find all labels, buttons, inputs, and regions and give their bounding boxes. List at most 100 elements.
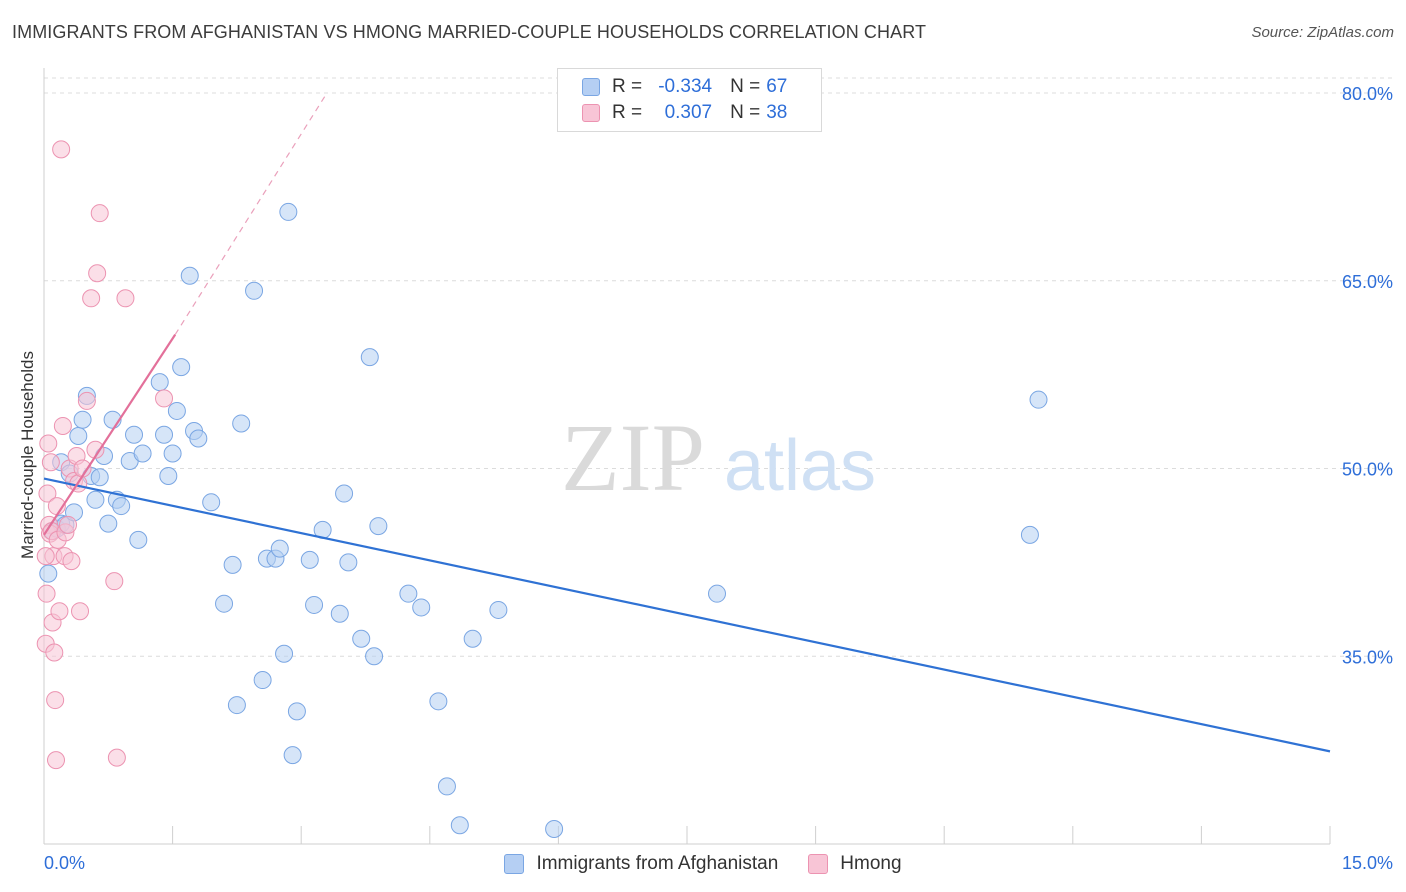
point-hmong	[155, 389, 174, 408]
point-hmong	[116, 289, 135, 308]
point-afghanistan	[352, 629, 371, 648]
r-value-hmong: 0.307	[664, 102, 713, 123]
point-afghanistan	[155, 425, 174, 444]
point-afghanistan	[279, 202, 298, 221]
legend-label-afghanistan: Immigrants from Afghanistan	[536, 853, 779, 874]
point-hmong	[46, 691, 65, 710]
point-hmong	[37, 584, 56, 603]
point-afghanistan	[463, 629, 482, 648]
n-label: N =	[730, 102, 761, 123]
trendline-hmong	[43, 333, 177, 536]
legend-item-afghanistan[interactable]: Immigrants from Afghanistan	[504, 853, 778, 875]
n-value-afghanistan: 67	[766, 76, 788, 97]
point-afghanistan	[283, 746, 302, 765]
point-hmong	[62, 552, 81, 571]
y-tick-label: 80.0%	[1342, 84, 1393, 104]
point-afghanistan	[360, 348, 379, 367]
point-afghanistan	[129, 530, 148, 549]
legend-label-hmong: Hmong	[840, 853, 902, 874]
point-hmong	[45, 643, 64, 662]
point-afghanistan	[112, 497, 131, 516]
point-afghanistan	[253, 671, 272, 690]
point-afghanistan	[150, 373, 169, 392]
point-afghanistan	[489, 600, 508, 619]
source-label: Source: ZipAtlas.com	[1251, 24, 1394, 41]
point-afghanistan	[330, 604, 349, 623]
n-label: N =	[730, 76, 761, 97]
trendline-afghanistan	[43, 477, 1331, 753]
point-afghanistan	[86, 490, 105, 509]
point-afghanistan	[69, 426, 88, 445]
point-hmong	[47, 751, 66, 770]
point-afghanistan	[227, 696, 246, 715]
point-afghanistan	[437, 777, 456, 796]
grid-lines	[44, 77, 1392, 657]
data-points	[36, 140, 1048, 838]
watermark-zip: ZIP	[561, 404, 705, 511]
point-afghanistan	[450, 816, 469, 835]
point-hmong	[53, 416, 72, 435]
point-afghanistan	[1020, 525, 1039, 544]
y-tick-labels: 35.0% 50.0% 65.0% 80.0%	[1342, 84, 1393, 667]
point-hmong	[41, 453, 60, 472]
point-hmong	[59, 515, 78, 534]
point-afghanistan	[300, 550, 319, 569]
series-legend: Immigrants from Afghanistan Hmong	[0, 851, 1406, 877]
watermark: ZIP atlas	[561, 404, 876, 511]
point-afghanistan	[708, 584, 727, 603]
r-label: R =	[612, 76, 643, 97]
point-afghanistan	[545, 819, 564, 838]
point-hmong	[90, 204, 109, 223]
x-ticks	[43, 826, 1331, 844]
point-afghanistan	[429, 692, 448, 711]
r-value-afghanistan: -0.334	[658, 76, 713, 97]
point-hmong	[52, 140, 71, 159]
legend-swatch-afghanistan	[504, 854, 525, 874]
point-afghanistan	[73, 410, 92, 429]
legend-row-afghanistan: R = -0.334 N = 67	[582, 74, 787, 100]
point-afghanistan	[180, 266, 199, 285]
legend-row-hmong: R = 0.307 N = 38	[582, 100, 787, 126]
point-afghanistan	[202, 493, 221, 512]
watermark-atlas: atlas	[724, 426, 876, 506]
point-hmong	[88, 264, 107, 283]
point-afghanistan	[335, 484, 354, 503]
y-tick-label: 50.0%	[1342, 460, 1393, 480]
point-hmong	[50, 602, 69, 621]
x-tick-label-max: 15.0%	[1342, 853, 1393, 873]
trendline-hmong-extension	[174, 92, 328, 335]
point-hmong	[38, 484, 57, 503]
trend-lines	[43, 92, 1331, 753]
point-hmong	[107, 748, 126, 767]
point-afghanistan	[99, 514, 118, 533]
x-tick-label-min: 0.0%	[44, 853, 85, 873]
legend-item-hmong[interactable]: Hmong	[808, 853, 902, 875]
point-afghanistan	[287, 702, 306, 721]
point-hmong	[36, 547, 55, 566]
n-value-hmong: 38	[766, 102, 788, 123]
point-afghanistan	[215, 594, 234, 613]
point-afghanistan	[125, 425, 144, 444]
x-tick-labels: 0.0% 15.0%	[44, 853, 1393, 873]
point-hmong	[105, 572, 124, 591]
point-hmong	[71, 602, 90, 621]
y-tick-label: 65.0%	[1342, 272, 1393, 292]
point-afghanistan	[369, 517, 388, 536]
point-afghanistan	[412, 598, 431, 617]
r-label: R =	[612, 102, 643, 123]
point-afghanistan	[305, 595, 324, 614]
point-afghanistan	[167, 401, 186, 420]
legend-swatch-hmong	[582, 104, 600, 122]
legend-swatch-afghanistan	[582, 78, 600, 96]
point-afghanistan	[172, 358, 191, 377]
y-tick-label: 35.0%	[1342, 647, 1393, 667]
stats-legend: R = -0.334 N = 67 R = 0.307 N = 38	[557, 68, 822, 132]
point-hmong	[82, 289, 101, 308]
point-afghanistan	[339, 553, 358, 572]
point-afghanistan	[223, 555, 242, 574]
point-afghanistan	[90, 468, 109, 487]
point-afghanistan	[245, 281, 264, 300]
point-afghanistan	[399, 584, 418, 603]
point-afghanistan	[159, 467, 178, 486]
